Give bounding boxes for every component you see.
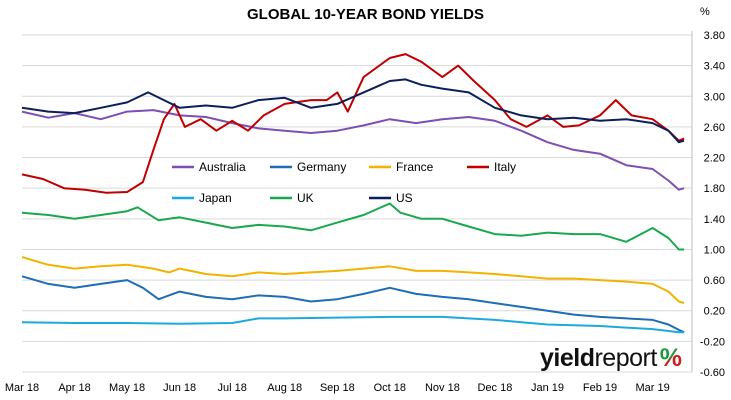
legend-item-france: France: [369, 160, 434, 174]
x-tick-label: May 18: [109, 382, 145, 394]
legend-item-italy: Italy: [467, 160, 516, 174]
brand-symbol: %: [659, 344, 682, 372]
x-tick-label: Oct 18: [374, 382, 406, 394]
x-tick-label: Sep 18: [320, 382, 355, 394]
x-tick-label: Aug 18: [267, 382, 302, 394]
y-tick-label: 3.40: [704, 61, 725, 73]
x-tick-label: Mar 19: [635, 382, 669, 394]
series-line-germany: [21, 275, 685, 334]
x-tick-label: Jun 18: [163, 382, 196, 394]
y-tick-label: 3.00: [704, 91, 725, 103]
y-tick-label: -0.60: [700, 367, 725, 379]
legend-label: Japan: [199, 191, 232, 205]
x-tick-label: Nov 18: [425, 382, 460, 394]
brand-rest: report: [594, 344, 657, 372]
x-tick-label: Jul 18: [218, 382, 247, 394]
series-line-japan: [21, 315, 685, 334]
y-tick-label: 1.40: [704, 214, 725, 226]
x-tick-labels: Mar 18 Apr 18 May 18 Jun 18 Jul 18 Aug 18 Sep …: [5, 382, 670, 394]
y-tick-label: 3.80: [704, 30, 725, 42]
y-axis-unit: %: [700, 6, 710, 18]
x-tick-label: Mar 18: [5, 382, 39, 394]
legend-label: Italy: [494, 160, 516, 174]
y-tick-label: 0.20: [704, 306, 725, 318]
series-lines: [21, 53, 685, 334]
series-line-australia: [21, 109, 685, 191]
brand-main: yield: [540, 344, 595, 372]
x-tick-label: Apr 18: [58, 382, 90, 394]
chart-title: GLOBAL 10-YEAR BOND YIELDS: [247, 6, 484, 23]
legend-label: Australia: [199, 160, 246, 174]
legend-item-japan: Japan: [172, 191, 232, 205]
legend-label: France: [396, 160, 434, 174]
legend-label: Germany: [297, 160, 346, 174]
series-line-us: [21, 78, 685, 144]
y-tick-label: 0.60: [704, 275, 725, 287]
x-tick-label: Dec 18: [478, 382, 513, 394]
legend-label: UK: [297, 191, 314, 205]
y-tick-label: -0.20: [700, 336, 725, 348]
y-tick-label: 1.80: [704, 183, 725, 195]
y-tick-labels: 3.80 3.40 3.00 2.60 2.20 1.80 1.40 1.00 0.60 0.20…: [700, 30, 725, 379]
legend: Australia Germany France Italy Japan UK US: [172, 160, 516, 205]
series-line-italy: [21, 53, 685, 194]
legend-item-germany: Germany: [270, 160, 346, 174]
series-line-france: [21, 256, 685, 305]
legend-label: US: [396, 191, 413, 205]
yieldreport-logo: yieldreport%: [540, 344, 682, 373]
x-tick-label: Feb 19: [583, 382, 617, 394]
y-tick-label: 1.00: [704, 244, 725, 256]
grid-lines: [22, 31, 693, 373]
y-tick-label: 2.60: [704, 122, 725, 134]
x-tick-label: Jan 19: [531, 382, 564, 394]
series-line-uk: [21, 202, 685, 251]
legend-item-australia: Australia: [172, 160, 246, 174]
y-tick-label: 2.20: [704, 153, 725, 165]
legend-item-us: US: [369, 191, 413, 205]
legend-item-uk: UK: [270, 191, 314, 205]
